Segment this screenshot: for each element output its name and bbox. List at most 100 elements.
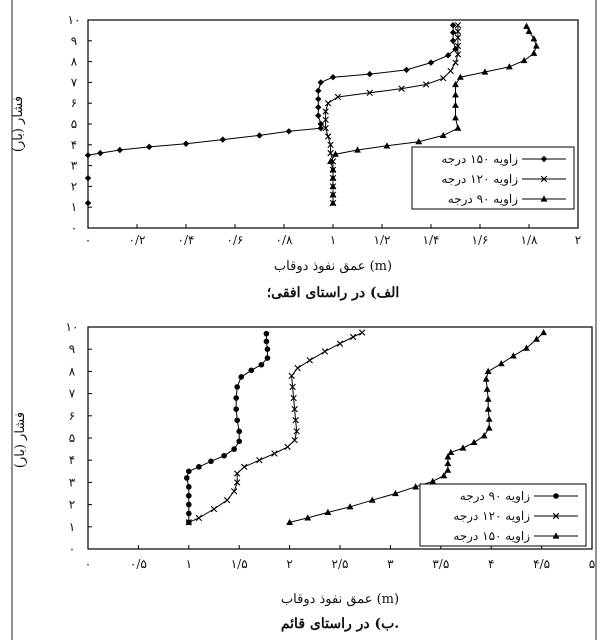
data-point (447, 448, 455, 456)
x-tick-label: ۰/۴ (178, 233, 195, 247)
x-tick-label: ۳/۵ (432, 557, 449, 571)
data-point (452, 101, 459, 108)
data-point (354, 146, 361, 153)
data-point (329, 174, 337, 181)
data-point (383, 142, 391, 149)
x-axis-label: عمق نفوذ دوقاب (m) (274, 259, 392, 274)
data-point (509, 352, 517, 359)
data-point (454, 42, 462, 50)
data-point (223, 496, 231, 504)
y-axis-label: فشار (بار) (13, 412, 28, 468)
data-point (452, 59, 459, 66)
y-tick-label: ۹ (71, 34, 77, 48)
data-point (186, 468, 192, 475)
data-point (84, 152, 92, 159)
data-point (306, 357, 313, 364)
series-3 (286, 328, 548, 525)
data-point (454, 51, 462, 58)
data-point (210, 505, 218, 513)
legend: زاویه ۱۵۰ درجه زاویه ۱۲۰ درجه زاویه ۹۰ درج… (411, 146, 575, 210)
data-point (349, 333, 357, 341)
data-point (315, 95, 322, 103)
data-point (452, 80, 459, 88)
data-point (523, 344, 530, 351)
data-point (294, 364, 301, 372)
data-point (506, 63, 513, 70)
y-tick-label: ۱۰ (68, 13, 81, 27)
data-point (481, 68, 489, 75)
x-axis-ticks: ۰ ۰/۲ ۰/۴ ۰/۶ ۰/۸ ۱ ۱/۲ ۱/۴ ۱/۶ ۱/۸ ۲ ۰ ۱ ۲ ۳ ۴ ۵ ۶ ۷ ۸ ۹ ۱۰ (68, 13, 582, 247)
data-point (457, 73, 464, 80)
data-point (234, 384, 240, 390)
legend-swatch-marker (540, 155, 548, 163)
series-line (188, 332, 363, 523)
data-point (484, 405, 492, 412)
data-point (336, 340, 344, 347)
data-point (182, 140, 190, 147)
chart-horizontal: ۰ ۰/۲ ۰/۴ ۰/۶ ۰/۸ ۱ ۱/۲ ۱/۴ ۱/۶ ۱/۸ ۲۰۱۲۳۴۵۶۷۸۹۱۰ … (11, 13, 581, 301)
y-tick-label: ۵ (71, 117, 77, 131)
data-point (271, 450, 278, 457)
data-point (327, 149, 334, 157)
data-point (264, 346, 271, 353)
data-point (284, 443, 291, 451)
data-point (329, 182, 337, 189)
data-point (185, 519, 192, 526)
x-tick-label: ۲ (575, 233, 581, 247)
data-point (234, 417, 240, 424)
data-point (256, 132, 263, 139)
data-point (238, 374, 245, 380)
y-tick-label: ۵ (69, 431, 75, 445)
legend-label: زاویه ۱۲۰ درجه (441, 172, 518, 186)
data-point (440, 472, 448, 479)
data-point (346, 503, 354, 510)
data-point (454, 22, 462, 29)
data-point (540, 328, 548, 336)
data-point (422, 81, 430, 88)
y-tick-label: ۸ (71, 55, 78, 69)
series-2 (185, 329, 366, 526)
x-tick-label: ۰ (85, 233, 91, 247)
chart-caption: ب) در راستای قائم. (281, 616, 399, 632)
data-point (290, 394, 297, 402)
data-point (484, 395, 492, 402)
x-tick-label: ۱ (330, 233, 336, 247)
data-point (412, 483, 419, 490)
y-tick-label: ۴ (69, 453, 75, 467)
legend-item: زاویه ۱۵۰ درجه (453, 529, 578, 543)
y-tick-label: ۰ (71, 221, 77, 235)
data-point (195, 514, 203, 522)
x-tick-label: ۱/۲ (374, 233, 391, 247)
data-point (454, 28, 462, 35)
x-tick-label: ۰/۶ (227, 233, 244, 247)
legend-item: زاویه ۱۲۰ درجه (441, 172, 566, 186)
data-point (241, 463, 248, 471)
data-point (285, 128, 293, 135)
data-point (324, 100, 332, 107)
data-point (322, 124, 329, 132)
y-tick-label: ۳ (71, 159, 78, 173)
x-axis-label: عمق نفوذ دوقاب (m) (281, 592, 399, 607)
data-point (322, 116, 329, 124)
series-layer (183, 328, 548, 526)
data-point (292, 417, 299, 424)
data-point (321, 348, 329, 355)
series-line (186, 333, 268, 523)
data-point (315, 112, 322, 119)
x-tick-label: ۲ (286, 557, 292, 571)
data-point (392, 489, 399, 497)
data-point (304, 514, 312, 521)
x-tick-label: ۱/۸ (521, 233, 538, 247)
data-point (530, 49, 538, 56)
y-tick-label: ۱ (69, 520, 75, 534)
data-point (322, 108, 329, 115)
y-tick-label: ۸ (69, 364, 76, 378)
legend-swatch-marker (540, 195, 548, 202)
data-point (329, 199, 337, 206)
data-point (440, 75, 447, 82)
data-point (427, 59, 435, 66)
data-point (286, 518, 293, 525)
x-tick-label: ۰/۸ (276, 233, 293, 247)
data-point (264, 355, 271, 361)
y-tick-label: ۶ (71, 96, 77, 110)
